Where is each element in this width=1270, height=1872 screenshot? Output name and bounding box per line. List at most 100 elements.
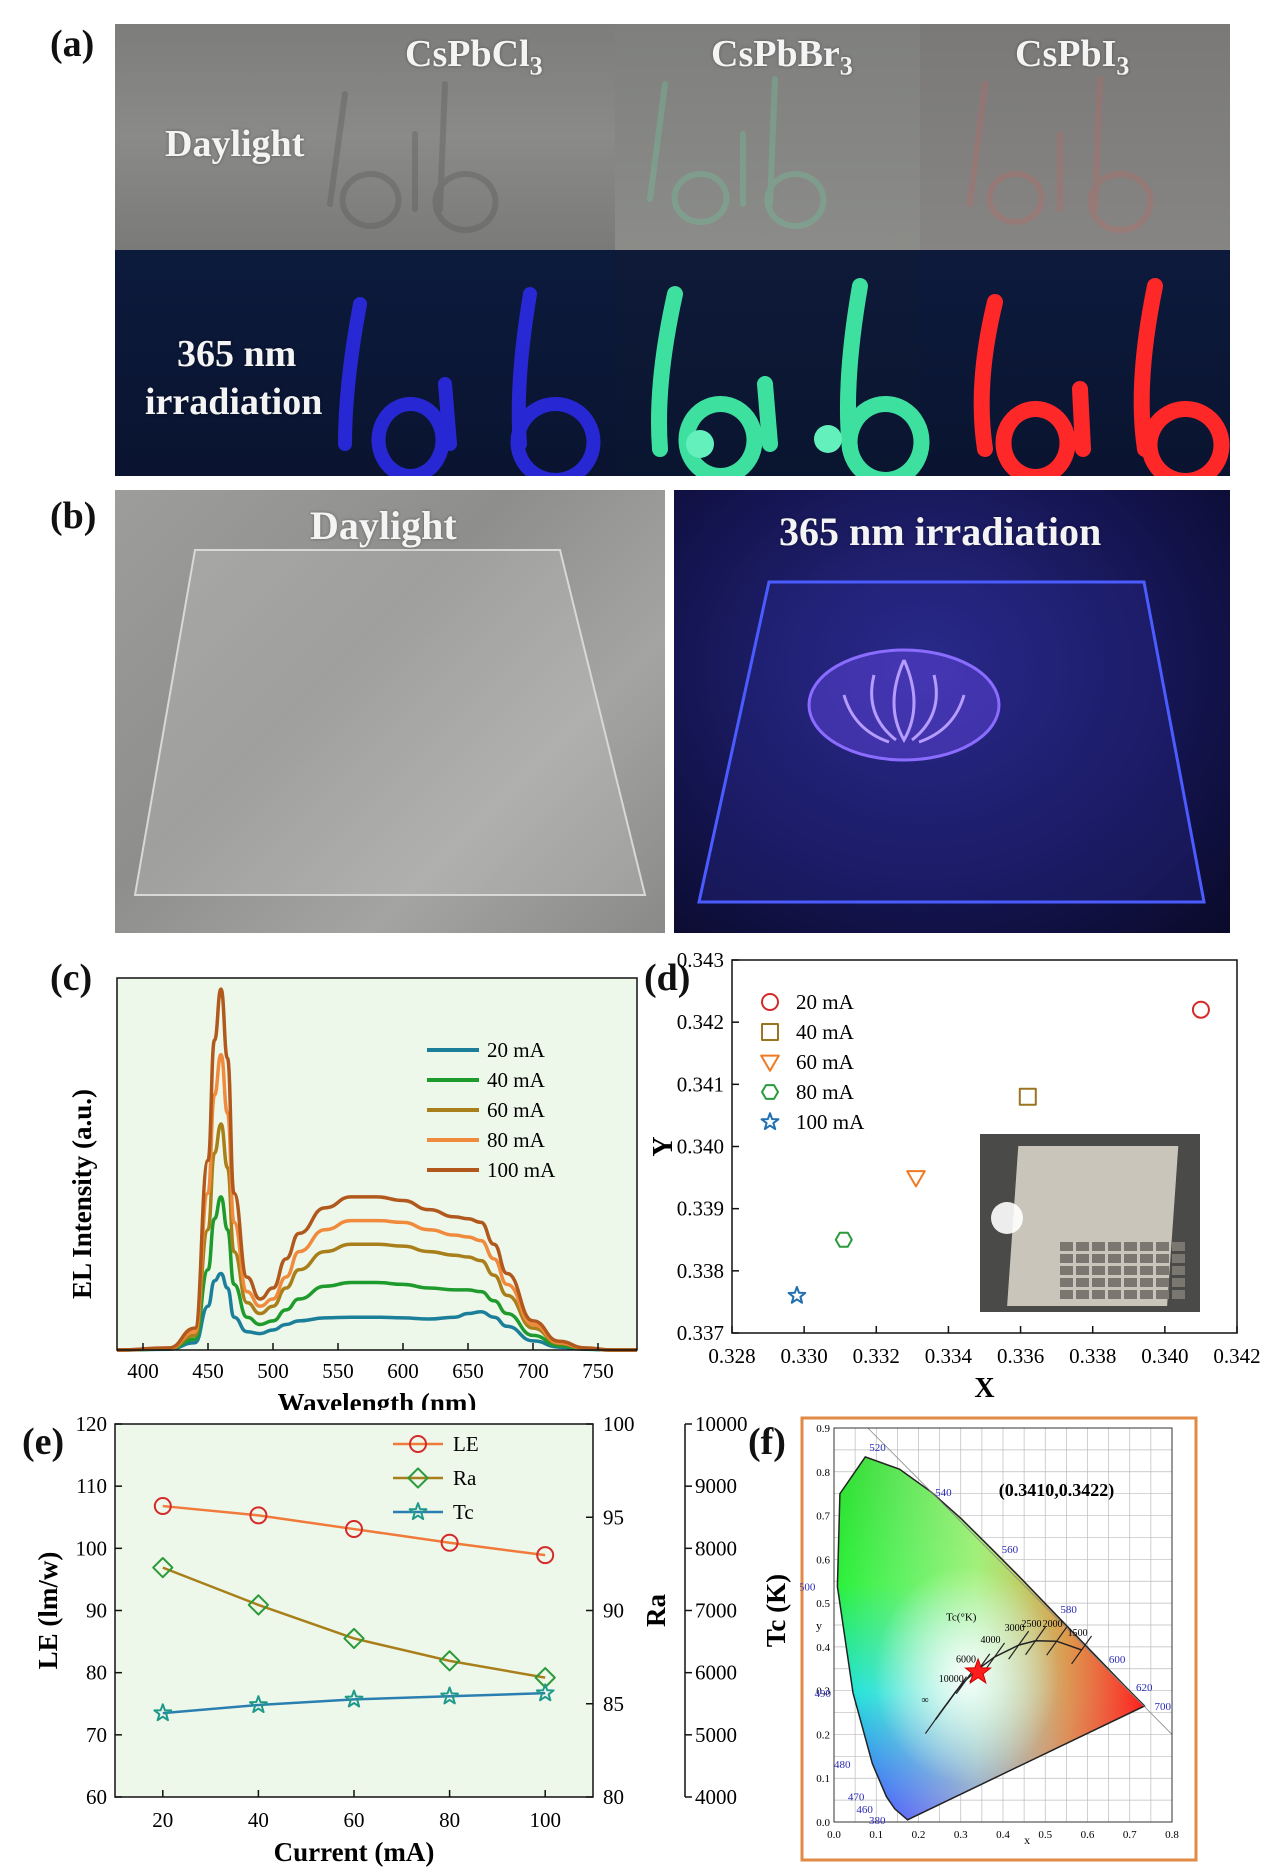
series-line-LE	[162, 1504, 546, 1557]
legend-label-4: 100 mA	[796, 1110, 865, 1134]
legend-label-2: 60 mA	[487, 1098, 546, 1122]
y-mid-tick-label-3: 95	[603, 1505, 624, 1529]
panel-label-f: (f)	[748, 1421, 786, 1463]
isotherm-5	[984, 1642, 1006, 1672]
material-cspbcl3: CsPbCl3	[405, 33, 543, 81]
material-cspbbr3: CsPbBr3	[711, 33, 853, 81]
data-point-LE-4	[536, 1546, 555, 1565]
inset-table-cell	[1124, 1266, 1137, 1275]
data-point-LE-2	[345, 1520, 363, 1539]
x-tick-label-0: 0.0	[827, 1829, 841, 1841]
data-point-1	[1018, 1087, 1037, 1106]
inset-table-cell	[1140, 1254, 1153, 1263]
data-point-LE-3	[440, 1533, 459, 1552]
y-left-tick-label-5: 110	[76, 1474, 107, 1498]
data-point-2	[906, 1170, 926, 1188]
x-axis-label: Wavelength (nm)	[278, 1388, 477, 1410]
x-tick-label-2: 60	[344, 1808, 365, 1832]
x-tick-label-1: 0.330	[781, 1344, 828, 1368]
wavelength-label-600: 600	[1109, 1654, 1126, 1666]
inset-table-cell	[1108, 1242, 1121, 1251]
legend-marker-0	[409, 1435, 427, 1453]
inset-table-cell	[1076, 1290, 1089, 1299]
plot-frame	[833, 1427, 1173, 1823]
y-tick-label-5: 0.5	[816, 1598, 830, 1610]
wavelength-label-380: 380	[869, 1815, 886, 1827]
y-mid-tick-label-4: 100	[603, 1412, 635, 1436]
panel-a-photo: CsPbCl3 CsPbBr3 CsPbI3 Daylight 365 nm i…	[115, 24, 1230, 476]
x-tick-label-2: 500	[257, 1359, 289, 1383]
series-line-3	[116, 1052, 637, 1352]
inset-table-cell	[1156, 1242, 1169, 1251]
isotherm-6	[1008, 1630, 1030, 1660]
x-tick-label-4: 100	[529, 1808, 561, 1832]
y-tick-label-0: 0.0	[816, 1817, 830, 1829]
cct-label-2: 4000	[981, 1635, 1001, 1646]
inset-table-cell	[1172, 1290, 1185, 1299]
wavelength-label-490: 490	[815, 1688, 832, 1700]
panel-label-b: (b)	[50, 495, 97, 537]
x-axis-label: Current (mA)	[274, 1837, 435, 1867]
y-tick-label-1: 0.338	[677, 1259, 724, 1283]
panel-label-e: (e)	[22, 1421, 65, 1463]
series-line-2	[116, 1122, 637, 1352]
series-line-Tc	[162, 1691, 546, 1715]
inset-table-cell	[1060, 1254, 1073, 1263]
x-tick-label-0: 0.328	[708, 1344, 755, 1368]
inset-table-cell	[1140, 1242, 1153, 1251]
inset-table-cell	[1108, 1290, 1121, 1299]
legend-label-0: LE	[453, 1432, 479, 1456]
x-tick-label-4: 600	[387, 1359, 419, 1383]
inset-table-cell	[1156, 1290, 1169, 1299]
coordinate-label: (0.3410,0.3422)	[999, 1480, 1115, 1501]
x-tick-label-7: 0.7	[1123, 1829, 1137, 1841]
diagonal-line	[867, 1427, 1173, 1735]
y-right-tick-label-2: 6000	[695, 1661, 737, 1685]
inset-table-cell	[1172, 1242, 1185, 1251]
wavelength-label-580: 580	[1060, 1604, 1077, 1616]
x-tick-label-4: 0.336	[997, 1344, 1044, 1368]
y-tick-label-1: 0.1	[816, 1773, 830, 1785]
panel-b-daylight-label: Daylight	[310, 503, 457, 548]
legend-label-1: Ra	[453, 1466, 477, 1490]
wavelength-label-520: 520	[869, 1442, 886, 1454]
inset-table-cell	[1172, 1266, 1185, 1275]
inset-table-cell	[1156, 1254, 1169, 1263]
inset-table-cell	[1092, 1278, 1105, 1287]
y-tick-label-2: 0.339	[677, 1197, 724, 1221]
y-tick-label-8: 0.8	[816, 1467, 830, 1479]
x-tick-label-4: 0.4	[996, 1829, 1010, 1841]
x-tick-label-3: 550	[322, 1359, 354, 1383]
y-tick-label-2: 0.2	[816, 1729, 830, 1741]
y-mid-tick-label-2: 90	[603, 1599, 624, 1623]
inset-table-cell	[1124, 1278, 1137, 1287]
legend-label-2: Tc	[453, 1500, 474, 1524]
y-right-axis-label: Tc (K)	[761, 1574, 791, 1647]
x-tick-label-3: 0.3	[954, 1829, 968, 1841]
legend-marker-0	[761, 993, 779, 1011]
legend-marker-1	[407, 1467, 429, 1489]
inset-table-cell	[1060, 1266, 1073, 1275]
y-mid-axis-label: Ra	[641, 1594, 671, 1627]
series-line-4	[116, 987, 637, 1352]
x-tick-label-5: 0.5	[1038, 1829, 1052, 1841]
y-left-tick-label-2: 80	[86, 1661, 107, 1685]
inset-table-cell	[1060, 1242, 1073, 1251]
isotherm-9	[1071, 1635, 1093, 1665]
x-tick-label-7: 0.342	[1213, 1344, 1260, 1368]
y-left-axis-label: LE (lm/w)	[33, 1552, 63, 1670]
inset-table-cell	[1124, 1254, 1137, 1263]
wavelength-label-700: 700	[1155, 1701, 1172, 1713]
y-right-tick-label-6: 10000	[695, 1412, 748, 1436]
inset-table-cell	[1108, 1278, 1121, 1287]
legend-marker-2	[760, 1054, 780, 1072]
x-tick-label-5: 0.338	[1069, 1344, 1116, 1368]
y-left-tick-label-4: 100	[76, 1536, 108, 1560]
x-tick-label-6: 0.6	[1081, 1829, 1095, 1841]
legend-label-3: 80 mA	[487, 1128, 546, 1152]
isotherm-2	[946, 1676, 968, 1706]
inset-table-cell	[1156, 1266, 1169, 1275]
inset-table-cell	[1108, 1266, 1121, 1275]
gamut-white	[837, 1456, 1145, 1820]
inset-table-cell	[1124, 1242, 1137, 1251]
